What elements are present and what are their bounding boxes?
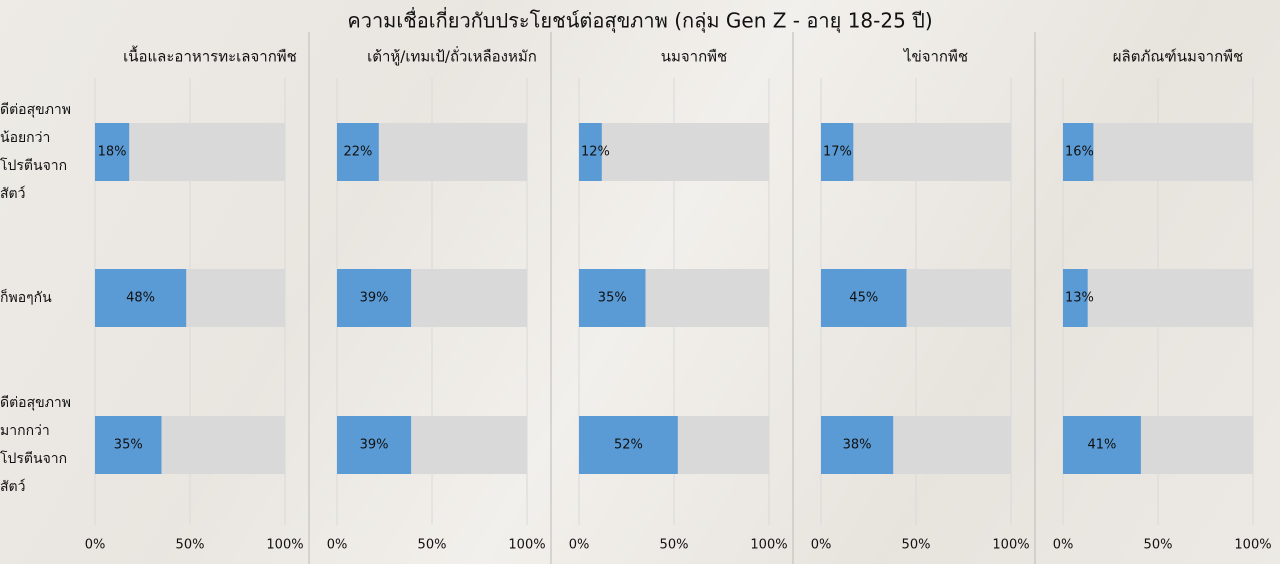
x-tick-label: 0% — [1053, 538, 1074, 553]
chart-title: ความเชื่อเกี่ยวกับประโยชน์ต่อสุขภาพ (กลุ… — [347, 7, 932, 34]
category-label: ก็พอๆกัน — [0, 290, 52, 306]
bar-track — [1063, 269, 1253, 327]
value-label: 22% — [343, 145, 372, 160]
bar — [821, 123, 854, 181]
bar — [337, 269, 412, 327]
panel-title: เต้าหู้/เทมเป้/ถั่วเหลืองหมัก — [367, 46, 537, 66]
value-label: 52% — [614, 438, 643, 453]
x-tick-label: 50% — [418, 538, 447, 553]
x-tick-label: 50% — [1144, 538, 1173, 553]
value-label: 39% — [360, 438, 389, 453]
x-tick-label: 50% — [176, 538, 205, 553]
bar — [95, 269, 187, 327]
bar — [821, 416, 894, 474]
category-label: ดีต่อสุขภาพมากกว่าโปรตีนจากสัตว์ — [0, 395, 72, 495]
bar — [95, 123, 130, 181]
x-tick-label: 0% — [327, 538, 348, 553]
x-tick-label: 0% — [811, 538, 832, 553]
x-tick-label: 100% — [992, 538, 1029, 553]
bar — [579, 416, 678, 474]
bar — [821, 269, 907, 327]
bar — [1063, 269, 1088, 327]
value-label: 41% — [1087, 438, 1116, 453]
x-tick-label: 50% — [902, 538, 931, 553]
value-label: 45% — [849, 291, 878, 306]
value-label: 48% — [126, 291, 155, 306]
x-tick-label: 100% — [266, 538, 303, 553]
x-tick-label: 50% — [660, 538, 689, 553]
value-label: 39% — [360, 291, 389, 306]
value-label: 13% — [1065, 291, 1094, 306]
panel-title: นมจากพืช — [661, 48, 728, 66]
panel-title: ผลิตภัณฑ์นมจากพืช — [1113, 48, 1243, 66]
x-tick-label: 100% — [1234, 538, 1271, 553]
bar — [1063, 416, 1141, 474]
bar-track — [579, 123, 769, 181]
bar — [579, 123, 602, 181]
bar-track — [1063, 123, 1253, 181]
value-label: 17% — [823, 145, 852, 160]
x-tick-label: 0% — [85, 538, 106, 553]
bar — [579, 269, 646, 327]
x-tick-label: 0% — [569, 538, 590, 553]
value-label: 16% — [1065, 145, 1094, 160]
value-label: 35% — [598, 291, 627, 306]
panel-title: เนื้อและอาหารทะเลจากพืช — [123, 46, 297, 66]
value-label: 38% — [843, 438, 872, 453]
bar — [95, 416, 162, 474]
category-label: ดีต่อสุขภาพน้อยกว่าโปรตีนจากสัตว์ — [0, 102, 72, 202]
value-label: 12% — [581, 145, 610, 160]
x-tick-label: 100% — [750, 538, 787, 553]
value-label: 18% — [98, 145, 127, 160]
value-label: 35% — [114, 438, 143, 453]
bar — [1063, 123, 1094, 181]
panel-title: ไข่จากพืช — [903, 48, 968, 66]
bar — [337, 416, 412, 474]
bar — [337, 123, 379, 181]
x-tick-label: 100% — [508, 538, 545, 553]
